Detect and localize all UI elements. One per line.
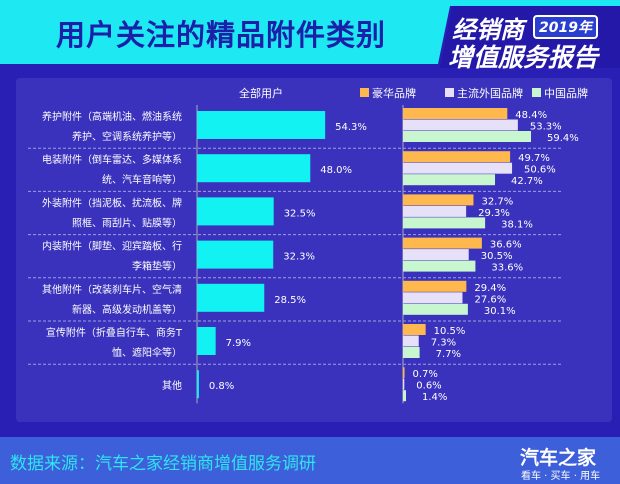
bar-chinese bbox=[403, 347, 420, 358]
bar-luxury bbox=[403, 108, 508, 119]
legend-swatch-2 bbox=[532, 88, 541, 97]
chart-panel: 全部用户 豪华品牌 主流外国品牌 中国品牌养护附件（高端机油、燃油系统养护、空调系统养… bbox=[16, 78, 612, 422]
category-label: 其他附件（改装刹车片、空气清 bbox=[42, 283, 182, 296]
bar-chinese bbox=[403, 174, 496, 186]
category-label: 外装附件（挡泥板、扰流板、牌 bbox=[42, 196, 182, 209]
bar-foreign bbox=[403, 292, 463, 304]
data-label-chinese: 1.4% bbox=[422, 392, 447, 403]
data-label-all-users: 54.3% bbox=[335, 122, 367, 133]
category-label: 李箱垫等） bbox=[132, 260, 182, 273]
data-label-foreign: 50.6% bbox=[524, 165, 556, 176]
bar-chinese bbox=[403, 390, 407, 402]
data-label-chinese: 33.6% bbox=[491, 263, 523, 274]
bar-all-users bbox=[197, 327, 216, 355]
data-label-luxury: 29.4% bbox=[474, 283, 506, 294]
brand-tagline: 看车 · 买车 · 用车 bbox=[521, 471, 601, 482]
data-label-foreign: 30.5% bbox=[481, 251, 513, 262]
data-label-chinese: 38.1% bbox=[501, 219, 533, 230]
data-label-all-users: 48.0% bbox=[320, 165, 352, 176]
category-label: 养护附件（高端机油、燃油系统 bbox=[42, 110, 182, 123]
bar-all-users bbox=[197, 370, 199, 399]
category-label: 其他 bbox=[162, 379, 182, 392]
category-label: 宣传附件（折叠自行车、商务T bbox=[46, 326, 183, 339]
bar-all-users bbox=[197, 111, 326, 139]
bar-all-users bbox=[197, 197, 274, 226]
data-label-foreign: 7.3% bbox=[431, 338, 456, 349]
bar-luxury bbox=[403, 194, 474, 206]
panel-title-all-users: 全部用户 bbox=[239, 86, 283, 100]
bar-all-users bbox=[197, 283, 265, 312]
legend-label-0: 豪华品牌 bbox=[372, 86, 416, 100]
bar-foreign bbox=[403, 249, 469, 261]
brand-logo: 汽车之家 bbox=[520, 447, 597, 469]
data-label-luxury: 49.7% bbox=[518, 153, 550, 164]
category-label: 养护、空调系统养护等） bbox=[72, 130, 182, 143]
bar-chinese bbox=[403, 131, 532, 142]
bar-foreign bbox=[403, 378, 405, 390]
category-label: 照框、雨刮片、贴膜等） bbox=[72, 216, 182, 229]
bar-luxury bbox=[403, 324, 426, 335]
legend-label-1: 主流外国品牌 bbox=[457, 86, 523, 100]
bar-foreign bbox=[403, 119, 518, 131]
data-label-all-users: 28.5% bbox=[274, 295, 306, 306]
data-label-luxury: 10.5% bbox=[434, 326, 466, 337]
bar-chinese bbox=[403, 217, 486, 229]
page-title: 用户关注的精品附件类别 bbox=[56, 18, 387, 52]
report-badge-line1: 经销商 bbox=[452, 16, 524, 44]
data-label-all-users: 7.9% bbox=[226, 338, 251, 349]
data-label-foreign: 27.6% bbox=[474, 294, 506, 305]
bar-foreign bbox=[403, 162, 513, 174]
data-label-all-users: 32.5% bbox=[284, 208, 316, 219]
legend-label-2: 中国品牌 bbox=[544, 86, 588, 100]
bar-all-users bbox=[197, 154, 311, 183]
data-label-chinese: 7.7% bbox=[436, 349, 461, 360]
category-label: 电装附件（倒车雷达、多媒体系 bbox=[42, 153, 182, 166]
data-label-all-users: 0.8% bbox=[209, 381, 234, 392]
data-label-luxury: 48.4% bbox=[515, 110, 547, 121]
bar-all-users bbox=[197, 240, 274, 269]
data-label-luxury: 32.7% bbox=[481, 196, 513, 207]
bar-chinese bbox=[403, 303, 468, 315]
bar-luxury bbox=[403, 367, 405, 379]
data-label-chinese: 30.1% bbox=[484, 306, 516, 317]
data-label-foreign: 0.6% bbox=[416, 381, 441, 392]
data-label-foreign: 53.3% bbox=[530, 122, 562, 133]
data-source: 数据来源：汽车之家经销商增值服务调研 bbox=[10, 454, 316, 474]
bar-foreign bbox=[403, 335, 419, 347]
bar-chinese bbox=[403, 260, 476, 272]
data-label-chinese: 59.4% bbox=[547, 133, 579, 144]
data-label-luxury: 36.6% bbox=[490, 240, 522, 251]
data-label-foreign: 29.3% bbox=[478, 208, 510, 219]
footer: 数据来源：汽车之家经销商增值服务调研 汽车之家 看车 · 买车 · 用车 bbox=[0, 437, 620, 484]
bar-luxury bbox=[403, 237, 482, 249]
bar-luxury bbox=[403, 151, 511, 163]
legend-swatch-0 bbox=[360, 88, 369, 97]
bar-luxury bbox=[403, 280, 467, 292]
data-label-luxury: 0.7% bbox=[413, 369, 438, 380]
category-label: 新器、高级发动机盖等） bbox=[72, 303, 182, 316]
category-label: 统、汽车音响等） bbox=[102, 173, 182, 186]
legend-swatch-1 bbox=[445, 88, 454, 97]
chart: 全部用户 豪华品牌 主流外国品牌 中国品牌养护附件（高端机油、燃油系统养护、空调系统养… bbox=[28, 86, 588, 404]
data-label-all-users: 32.3% bbox=[283, 252, 315, 263]
bar-foreign bbox=[403, 205, 467, 217]
category-label: 内装附件（脚垫、迎宾踏板、行 bbox=[42, 240, 182, 253]
category-label: 恤、遮阳伞等） bbox=[112, 346, 182, 359]
data-label-chinese: 42.7% bbox=[511, 176, 543, 187]
report-badge-year: 2019年 bbox=[533, 15, 598, 39]
report-badge-line2: 增值服务报告 bbox=[448, 43, 599, 72]
